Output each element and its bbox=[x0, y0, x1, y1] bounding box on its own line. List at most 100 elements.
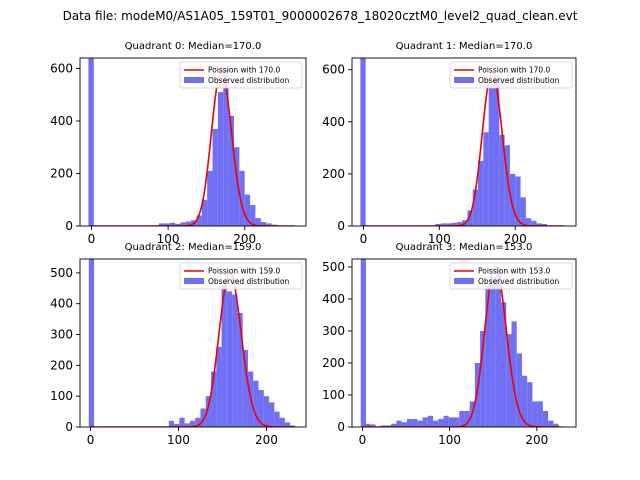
histogram-bar bbox=[169, 222, 175, 226]
poisson-fit-line bbox=[363, 71, 565, 226]
subplot-quadrant-3: Quadrant 3: Median=153.0 0 100 200 0 100 200 30… bbox=[322, 242, 577, 447]
histogram-bar bbox=[217, 92, 224, 226]
legend-label-observed: Observed distribution bbox=[478, 76, 559, 85]
histogram-bar bbox=[443, 415, 449, 427]
histogram-bar bbox=[446, 223, 452, 226]
histogram-bar bbox=[266, 223, 272, 226]
subplot-title: Quadrant 3: Median=153.0 bbox=[396, 242, 533, 253]
histogram-bar bbox=[360, 259, 366, 427]
x-tick-label: 0 bbox=[87, 433, 95, 447]
histogram-bar bbox=[525, 218, 532, 226]
figure-suptitle: Data file: modeM0/AS1A05_159T01_90000026… bbox=[63, 9, 578, 23]
histogram-bar bbox=[365, 423, 371, 427]
histogram-bar bbox=[537, 401, 543, 427]
plot-area bbox=[88, 58, 295, 226]
legend-label-observed: Observed distribution bbox=[208, 277, 289, 286]
histogram-bar bbox=[478, 160, 484, 226]
histogram-bar bbox=[516, 353, 522, 427]
y-tick-label: 500 bbox=[50, 266, 73, 280]
y-tick-label: 0 bbox=[65, 420, 73, 434]
histogram-bar bbox=[520, 197, 526, 226]
histogram-bar bbox=[195, 417, 201, 427]
legend-box bbox=[449, 262, 573, 290]
y-tick-label: 100 bbox=[50, 389, 73, 403]
axes-frame bbox=[79, 258, 307, 428]
histogram-bar bbox=[531, 220, 537, 226]
legend-patch-swatch bbox=[454, 77, 474, 83]
histogram-bar bbox=[279, 417, 285, 427]
histogram-bar bbox=[205, 396, 212, 427]
histogram-bar bbox=[532, 401, 538, 427]
poisson-fit-line bbox=[362, 266, 562, 427]
y-tick-label: 300 bbox=[322, 324, 345, 338]
histogram-bar bbox=[255, 218, 261, 226]
histogram-bar bbox=[474, 363, 481, 427]
histogram-bar bbox=[263, 396, 270, 427]
histogram-bar bbox=[196, 215, 202, 226]
y-tick-label: 200 bbox=[322, 167, 345, 181]
subplot-title: Quadrant 2: Median=159.0 bbox=[125, 242, 262, 253]
histogram-bar bbox=[440, 223, 447, 226]
plot-area bbox=[360, 58, 565, 226]
y-tick-label: 200 bbox=[322, 356, 345, 370]
histogram-bar bbox=[274, 411, 280, 427]
axes-frame bbox=[351, 57, 577, 227]
x-tick-label: 0 bbox=[88, 232, 96, 246]
histogram-bar bbox=[232, 294, 238, 427]
histogram-bar bbox=[435, 223, 441, 226]
y-tick-label: 0 bbox=[65, 219, 73, 233]
histogram-bar bbox=[488, 87, 494, 226]
histogram-bar bbox=[464, 411, 470, 427]
histogram-bar bbox=[233, 147, 240, 226]
histogram-bar bbox=[391, 423, 397, 427]
histogram-bar bbox=[201, 199, 208, 226]
y-tick-label: 600 bbox=[50, 62, 73, 76]
subplot-quadrant-0: Quadrant 0: Median=170.0 0 100 200 0 200 400 60… bbox=[50, 41, 307, 246]
x-tick-label: 0 bbox=[360, 232, 368, 246]
histogram-bar bbox=[406, 419, 413, 427]
y-tick-label: 500 bbox=[322, 260, 345, 274]
histogram-bar bbox=[472, 189, 479, 226]
legend-box bbox=[179, 262, 303, 290]
x-tick-label: 100 bbox=[157, 232, 180, 246]
legend-label-fit: Poission with 159.0 bbox=[208, 267, 281, 276]
histogram-bar bbox=[226, 291, 233, 427]
histogram-bar bbox=[212, 128, 218, 226]
histogram-bar bbox=[207, 170, 213, 226]
legend-label-observed: Observed distribution bbox=[208, 76, 289, 85]
legend-patch-swatch bbox=[184, 77, 204, 83]
histogram-bar bbox=[269, 402, 275, 427]
histogram-bar bbox=[504, 145, 510, 226]
histogram-bar bbox=[456, 222, 463, 226]
y-tick-label: 200 bbox=[50, 167, 73, 181]
subplot-title: Quadrant 1: Median=170.0 bbox=[396, 41, 533, 52]
y-tick-label: 400 bbox=[322, 292, 345, 306]
y-tick-label: 400 bbox=[50, 297, 73, 311]
y-tick-label: 600 bbox=[322, 63, 345, 77]
histogram-bar bbox=[360, 58, 366, 226]
plot-area bbox=[360, 259, 562, 427]
histogram-bar bbox=[459, 411, 465, 427]
histogram-bar bbox=[164, 223, 170, 226]
legend-box bbox=[179, 61, 303, 89]
histogram-bar bbox=[438, 419, 444, 427]
legend-patch-swatch bbox=[184, 278, 204, 284]
histogram-bar bbox=[253, 380, 259, 427]
histogram-bar bbox=[221, 285, 227, 427]
histogram-bar bbox=[501, 302, 507, 427]
histogram-bar bbox=[242, 349, 248, 427]
histogram-bar bbox=[422, 417, 428, 427]
histogram-bar bbox=[88, 259, 95, 427]
y-tick-label: 0 bbox=[337, 219, 345, 233]
histogram-bar bbox=[185, 221, 192, 226]
x-tick-label: 200 bbox=[255, 433, 278, 447]
legend-label-fit: Poission with 153.0 bbox=[478, 267, 551, 276]
histogram-bar bbox=[244, 194, 251, 226]
histogram-bar bbox=[200, 408, 206, 427]
histogram-bar bbox=[480, 331, 486, 427]
histogram-bar bbox=[284, 422, 291, 427]
histogram-bar bbox=[239, 170, 245, 226]
histogram-bar bbox=[223, 68, 229, 226]
